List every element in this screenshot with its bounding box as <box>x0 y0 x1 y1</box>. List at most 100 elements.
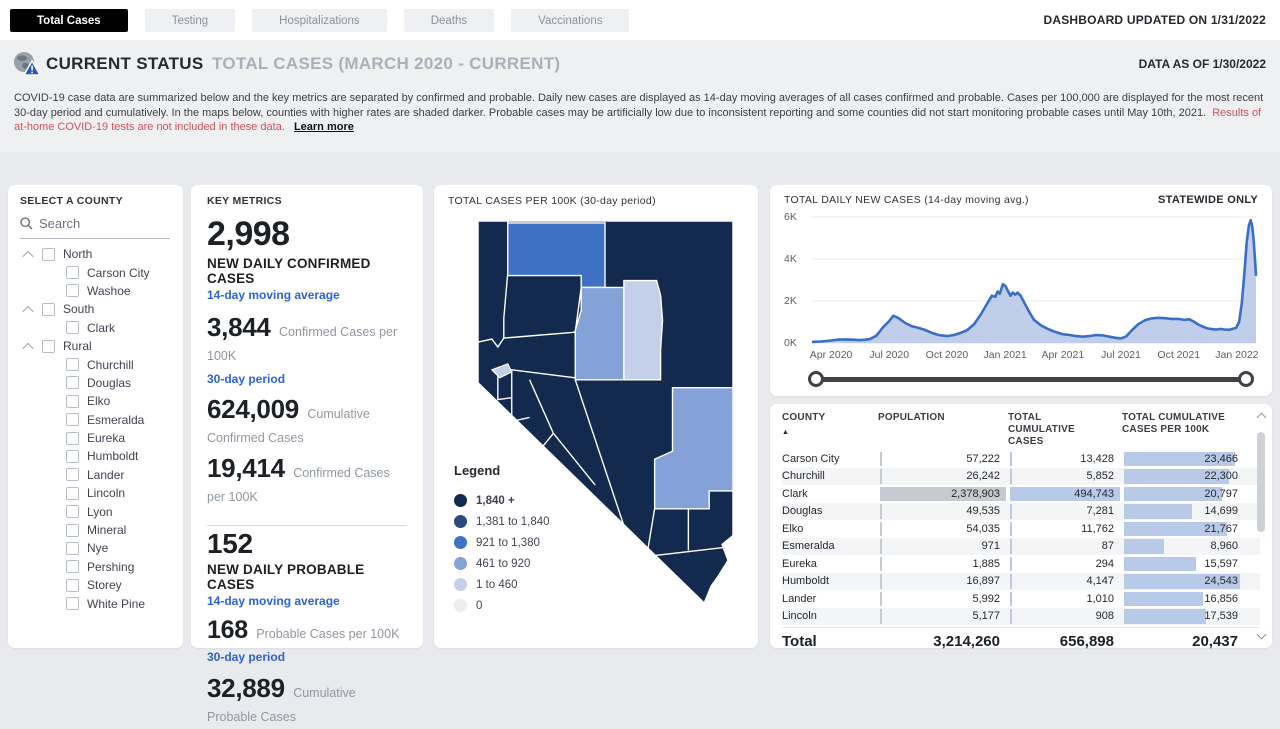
table-row-lincoln[interactable]: Lincoln 5,177 908 17,539 <box>782 607 1260 625</box>
checkbox[interactable] <box>42 247 55 261</box>
checkbox[interactable] <box>66 560 79 574</box>
tree-group-south[interactable]: South <box>18 300 178 318</box>
tree-item-nye[interactable]: Nye <box>18 539 178 557</box>
chevron-up-icon[interactable] <box>22 342 34 355</box>
checkbox[interactable] <box>66 523 79 537</box>
tree-item-elko[interactable]: Elko <box>18 392 178 410</box>
checkbox[interactable] <box>66 413 79 427</box>
checkbox[interactable] <box>66 394 79 408</box>
checkbox[interactable] <box>42 339 55 353</box>
cell-value: 57,222 <box>966 452 1000 465</box>
checkbox[interactable] <box>66 284 79 298</box>
table-row-douglas[interactable]: Douglas 49,535 7,281 14,699 <box>782 502 1260 520</box>
total-population: 3,214,260 <box>933 633 1000 650</box>
tree-item-mineral[interactable]: Mineral <box>18 521 178 539</box>
tree-item-douglas[interactable]: Douglas <box>18 374 178 392</box>
cell-value: 23,466 <box>1204 452 1238 465</box>
tree-group-rural[interactable]: Rural <box>18 337 178 355</box>
metric-per100k-cum-label: Confirmed Cases per 100K <box>207 466 390 504</box>
checkbox[interactable] <box>66 431 79 445</box>
checkbox[interactable] <box>66 376 79 390</box>
column-header-cases[interactable]: TOTAL CUMULATIVE CASES <box>1008 412 1075 447</box>
tree-item-lander[interactable]: Lander <box>18 466 178 484</box>
tab-testing[interactable]: Testing <box>144 9 236 32</box>
table-row-eureka[interactable]: Eureka 1,885 294 15,597 <box>782 555 1260 573</box>
checkbox[interactable] <box>66 486 79 500</box>
cell-value: 16,856 <box>1204 592 1238 605</box>
map-county-white-pine[interactable] <box>653 387 734 510</box>
checkbox[interactable] <box>66 358 79 372</box>
cell-value: 5,177 <box>972 610 1000 623</box>
tree-item-esmeralda[interactable]: Esmeralda <box>18 411 178 429</box>
data-bar <box>1124 521 1227 536</box>
tree-item-pershing[interactable]: Pershing <box>18 558 178 576</box>
tree-item-humboldt[interactable]: Humboldt <box>18 447 178 465</box>
tree-item-churchill[interactable]: Churchill <box>18 355 178 373</box>
legend-item: 1,381 to 1,840 <box>454 511 550 532</box>
chevron-up-icon[interactable] <box>22 306 34 318</box>
column-header-county[interactable]: COUNTY ▲ <box>782 412 878 448</box>
tree-item-lincoln[interactable]: Lincoln <box>18 484 178 502</box>
search-input[interactable] <box>39 216 159 231</box>
cell-value: 908 <box>1095 610 1114 623</box>
slider-handle-end[interactable] <box>1238 371 1254 387</box>
data-bar <box>1010 609 1012 624</box>
checkbox[interactable] <box>66 266 79 280</box>
checkbox[interactable] <box>42 302 55 316</box>
tab-deaths[interactable]: Deaths <box>403 9 495 32</box>
table-row-esmeralda[interactable]: Esmeralda 971 87 8,960 <box>782 537 1260 555</box>
table-total-row: Total 3,214,260 656,898 20,437 <box>782 627 1260 655</box>
table-row-elko[interactable]: Elko 54,035 11,762 21,767 <box>782 520 1260 538</box>
scrollbar-thumb[interactable] <box>1257 432 1265 532</box>
tree-item-white-pine[interactable]: White Pine <box>18 594 178 612</box>
chart-x-axis-labels: Apr 2020 Jul 2020 Oct 2020 Jan 2021 Apr 2021… <box>778 349 1264 362</box>
column-header-population[interactable]: POPULATION <box>878 412 945 423</box>
legend-item: 921 to 1,380 <box>454 532 550 553</box>
tree-item-carson-city[interactable]: Carson City <box>18 263 178 281</box>
tree-item-clark[interactable]: Clark <box>18 319 178 337</box>
metric-daily-probable-label: NEW DAILY PROBABLE CASES <box>207 562 365 592</box>
table-row-clark[interactable]: Clark 2,378,903 494,743 20,797 <box>782 485 1260 503</box>
tree-item-label: Rural <box>63 339 92 354</box>
tree-item-storey[interactable]: Storey <box>18 576 178 594</box>
data-bar <box>880 574 882 589</box>
chevron-up-icon[interactable] <box>22 250 34 263</box>
checkbox[interactable] <box>66 468 79 482</box>
checkbox[interactable] <box>66 321 79 335</box>
table-row-humboldt[interactable]: Humboldt 16,897 4,147 24,543 <box>782 572 1260 590</box>
tree-item-label: South <box>63 302 95 317</box>
key-metrics-title: KEY METRICS <box>207 195 282 207</box>
cell-value: 2,378,903 <box>951 487 1000 500</box>
tree-item-label: Elko <box>87 394 111 409</box>
table-scrollbar[interactable] <box>1255 412 1268 640</box>
cell-value: 15,597 <box>1204 557 1238 570</box>
tree-item-lyon[interactable]: Lyon <box>18 502 178 520</box>
map-county-storey[interactable] <box>490 363 513 379</box>
map-county-lander[interactable] <box>574 286 625 381</box>
county-search-box[interactable] <box>20 215 170 239</box>
slider-handle-start[interactable] <box>808 371 824 387</box>
table-row-carson-city[interactable]: Carson City 57,222 13,428 23,466 <box>782 450 1260 468</box>
scroll-up-icon[interactable] <box>1256 412 1267 423</box>
tree-item-label: Eureka <box>87 431 126 446</box>
scroll-down-icon[interactable] <box>1256 629 1267 640</box>
checkbox[interactable] <box>66 578 79 592</box>
tab-total-cases[interactable]: Total Cases <box>10 9 128 32</box>
checkbox[interactable] <box>66 505 79 519</box>
checkbox[interactable] <box>66 541 79 555</box>
tree-item-washoe[interactable]: Washoe <box>18 282 178 300</box>
checkbox[interactable] <box>66 449 79 463</box>
map-county-eureka[interactable] <box>623 279 664 381</box>
checkbox[interactable] <box>66 597 79 611</box>
tree-item-label: Lyon <box>87 504 113 519</box>
table-row-lander[interactable]: Lander 5,992 1,010 16,856 <box>782 590 1260 608</box>
tab-hospitalizations[interactable]: Hospitalizations <box>252 9 387 32</box>
tab-vaccinations[interactable]: Vaccinations <box>511 9 630 32</box>
learn-more-link[interactable]: Learn more <box>293 121 354 133</box>
table-row-churchill[interactable]: Churchill 26,242 5,852 22,300 <box>782 467 1260 485</box>
cell-value: Humboldt <box>782 575 830 588</box>
data-bar <box>1124 591 1203 606</box>
column-header-per100k[interactable]: TOTAL CUMULATIVE CASES PER 100K <box>1122 412 1226 435</box>
tree-group-north[interactable]: North <box>18 245 178 263</box>
tree-item-eureka[interactable]: Eureka <box>18 429 178 447</box>
